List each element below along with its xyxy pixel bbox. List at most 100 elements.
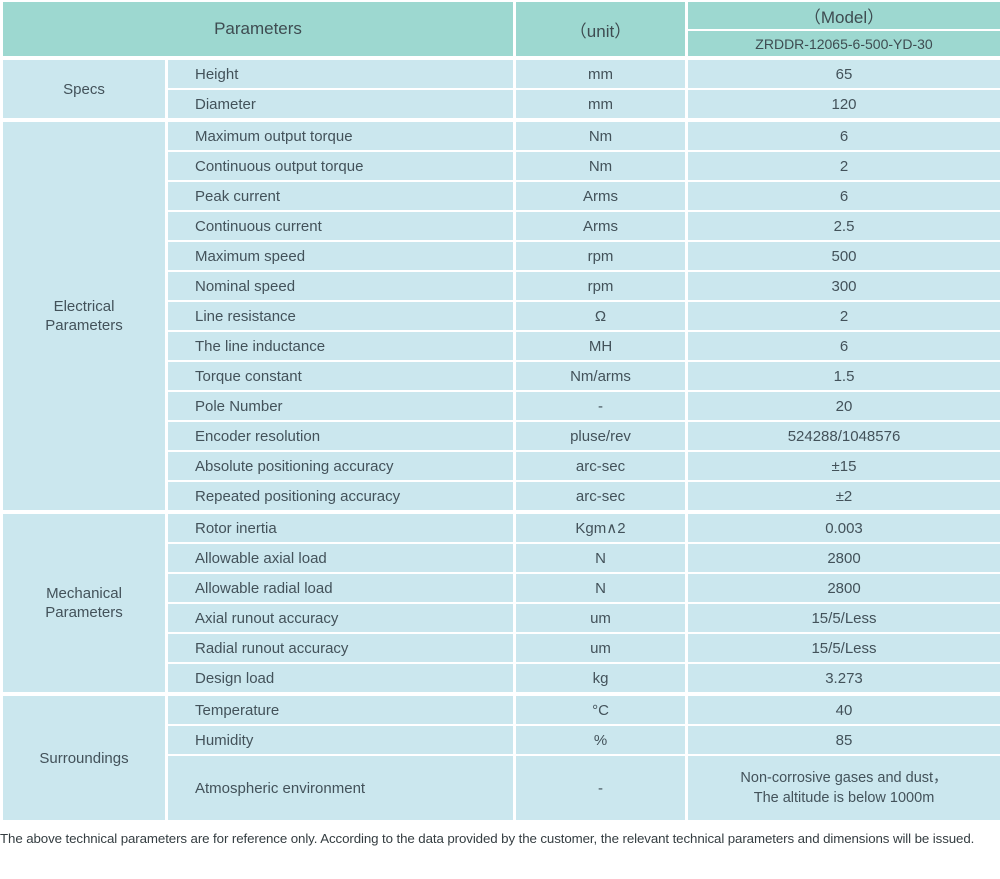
param-name: Radial runout accuracy	[165, 632, 516, 664]
param-value: 15/5/Less	[685, 632, 1000, 664]
table-row: Specs Height mm 65	[0, 56, 1000, 121]
param-value: 6	[685, 180, 1000, 212]
table-row: Electrical Parameters Maximum output tor…	[0, 118, 1000, 513]
param-name: Continuous current	[165, 210, 516, 242]
param-name: Pole Number	[165, 390, 516, 422]
param-value: 6	[685, 118, 1000, 152]
param-unit: Nm/arms	[513, 360, 688, 392]
param-name: Encoder resolution	[165, 420, 516, 452]
param-unit: -	[513, 754, 688, 822]
param-name: Axial runout accuracy	[165, 602, 516, 634]
table-row: Diameter mm 120	[2, 88, 1000, 121]
param-name: Maximum output torque	[165, 118, 516, 152]
param-name: The line inductance	[165, 330, 516, 362]
param-name: Height	[165, 56, 516, 90]
param-unit: Arms	[513, 210, 688, 242]
table-row: Humidity % 85	[2, 724, 1000, 756]
param-unit: MH	[513, 330, 688, 362]
param-unit: mm	[513, 88, 688, 121]
header-row-2: ZRDDR-12065-6-500-YD-30	[2, 29, 1000, 59]
table-row: Atmospheric environment - Non-corrosive …	[2, 754, 1000, 822]
table-row: Continuous output torque Nm 2	[2, 150, 1000, 182]
param-value: 40	[685, 692, 1000, 726]
header-row-1: Parameters （unit） （Model）	[0, 0, 1000, 59]
param-name: Design load	[165, 662, 516, 695]
param-unit: rpm	[513, 270, 688, 302]
param-name: Maximum speed	[165, 240, 516, 272]
unit-header: （unit）	[513, 0, 688, 59]
param-unit: arc-sec	[513, 450, 688, 482]
table-row: Mechanical Parameters Rotor inertia Kgm∧…	[0, 510, 1000, 695]
param-value: ±15	[685, 450, 1000, 482]
param-value: 2800	[685, 572, 1000, 604]
table-row: Axial runout accuracy um 15/5/Less	[2, 602, 1000, 634]
param-unit: Nm	[513, 150, 688, 182]
param-name: Allowable axial load	[165, 542, 516, 574]
param-unit: kg	[513, 662, 688, 695]
param-unit: N	[513, 542, 688, 574]
param-name: Atmospheric environment	[165, 754, 516, 822]
param-name: Rotor inertia	[165, 510, 516, 544]
section-label-mechanical: Mechanical Parameters	[0, 510, 168, 695]
param-value: 6	[685, 330, 1000, 362]
table-row: Torque constant Nm/arms 1.5	[2, 360, 1000, 392]
param-value: 1.5	[685, 360, 1000, 392]
param-value: 20	[685, 390, 1000, 422]
table-row: Allowable axial load N 2800	[2, 542, 1000, 574]
param-unit: rpm	[513, 240, 688, 272]
param-name: Continuous output torque	[165, 150, 516, 182]
param-value: 0.003	[685, 510, 1000, 544]
param-unit: um	[513, 602, 688, 634]
table-row: Radial runout accuracy um 15/5/Less	[2, 632, 1000, 664]
reference-note: The above technical parameters are for r…	[0, 831, 975, 846]
param-value: ±2	[685, 480, 1000, 513]
param-unit: pluse/rev	[513, 420, 688, 452]
param-value: Non-corrosive gases and dust， The altitu…	[685, 754, 1000, 822]
table-row: Pole Number - 20	[2, 390, 1000, 422]
param-name: Absolute positioning accuracy	[165, 450, 516, 482]
spec-table: Parameters （unit） （Model） ZRDDR-12065-6-…	[0, 0, 1000, 822]
param-name: Torque constant	[165, 360, 516, 392]
param-value: 2.5	[685, 210, 1000, 242]
param-unit: Arms	[513, 180, 688, 212]
param-name: Repeated positioning accuracy	[165, 480, 516, 513]
param-value: 15/5/Less	[685, 602, 1000, 634]
param-value: 65	[685, 56, 1000, 90]
param-value: 120	[685, 88, 1000, 121]
param-name: Humidity	[165, 724, 516, 756]
table-row: Encoder resolution pluse/rev 524288/1048…	[2, 420, 1000, 452]
section-label-electrical: Electrical Parameters	[0, 118, 168, 513]
param-unit: °C	[513, 692, 688, 726]
param-name: Nominal speed	[165, 270, 516, 302]
table-row: Allowable radial load N 2800	[2, 572, 1000, 604]
table-row: Nominal speed rpm 300	[2, 270, 1000, 302]
param-unit: arc-sec	[513, 480, 688, 513]
param-name: Allowable radial load	[165, 572, 516, 604]
model-number: ZRDDR-12065-6-500-YD-30	[685, 29, 1000, 59]
param-value: 524288/1048576	[685, 420, 1000, 452]
param-value: 2	[685, 300, 1000, 332]
param-unit: Ω	[513, 300, 688, 332]
param-value: 500	[685, 240, 1000, 272]
param-unit: N	[513, 572, 688, 604]
param-unit: um	[513, 632, 688, 664]
section-label-surroundings: Surroundings	[0, 692, 168, 822]
param-name: Line resistance	[165, 300, 516, 332]
param-value: 300	[685, 270, 1000, 302]
section-label-specs: Specs	[0, 56, 168, 121]
table-row: The line inductance MH 6	[2, 330, 1000, 362]
table-row: Continuous current Arms 2.5	[2, 210, 1000, 242]
table-row: Maximum speed rpm 500	[2, 240, 1000, 272]
table-row: Peak current Arms 6	[2, 180, 1000, 212]
table-row: Line resistance Ω 2	[2, 300, 1000, 332]
param-unit: %	[513, 724, 688, 756]
table-row: Design load kg 3.273	[2, 662, 1000, 695]
param-unit: mm	[513, 56, 688, 90]
param-unit: Nm	[513, 118, 688, 152]
table-row: Absolute positioning accuracy arc-sec ±1…	[2, 450, 1000, 482]
param-unit: Kgm∧2	[513, 510, 688, 544]
param-value: 2	[685, 150, 1000, 182]
param-name: Diameter	[165, 88, 516, 121]
param-value: 2800	[685, 542, 1000, 574]
